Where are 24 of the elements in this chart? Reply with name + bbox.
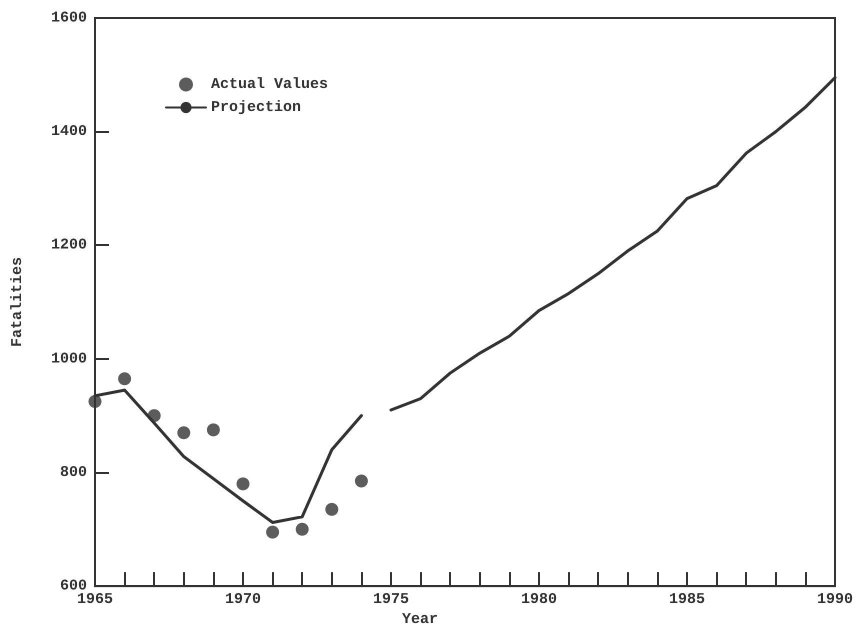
y-tick-label: 800 (60, 464, 87, 481)
legend-label: Projection (211, 99, 302, 116)
legend-label: Actual Values (211, 76, 328, 93)
point (296, 522, 309, 536)
point (354, 474, 368, 488)
point (88, 394, 102, 408)
point (325, 502, 338, 516)
y-tick-label: 1400 (50, 123, 87, 140)
x-tick-label: 1965 (76, 591, 114, 608)
point (236, 477, 250, 490)
y-axis-title: Fatalities (9, 257, 26, 348)
x-tick-label: 1985 (668, 591, 706, 608)
y-tick-label: 1200 (50, 236, 87, 254)
x-tick-label: 1970 (224, 591, 262, 608)
y-tick-label: 1000 (50, 350, 87, 368)
x-axis-title: Year (402, 611, 438, 628)
point (206, 423, 220, 436)
point (118, 372, 132, 386)
x-tick-label: 1980 (520, 591, 558, 608)
x-tick-label: 1975 (372, 591, 410, 608)
y-tick-label: 1600 (50, 10, 87, 26)
point (266, 526, 280, 539)
x-tick-label: 1990 (816, 591, 854, 608)
point (177, 426, 190, 440)
